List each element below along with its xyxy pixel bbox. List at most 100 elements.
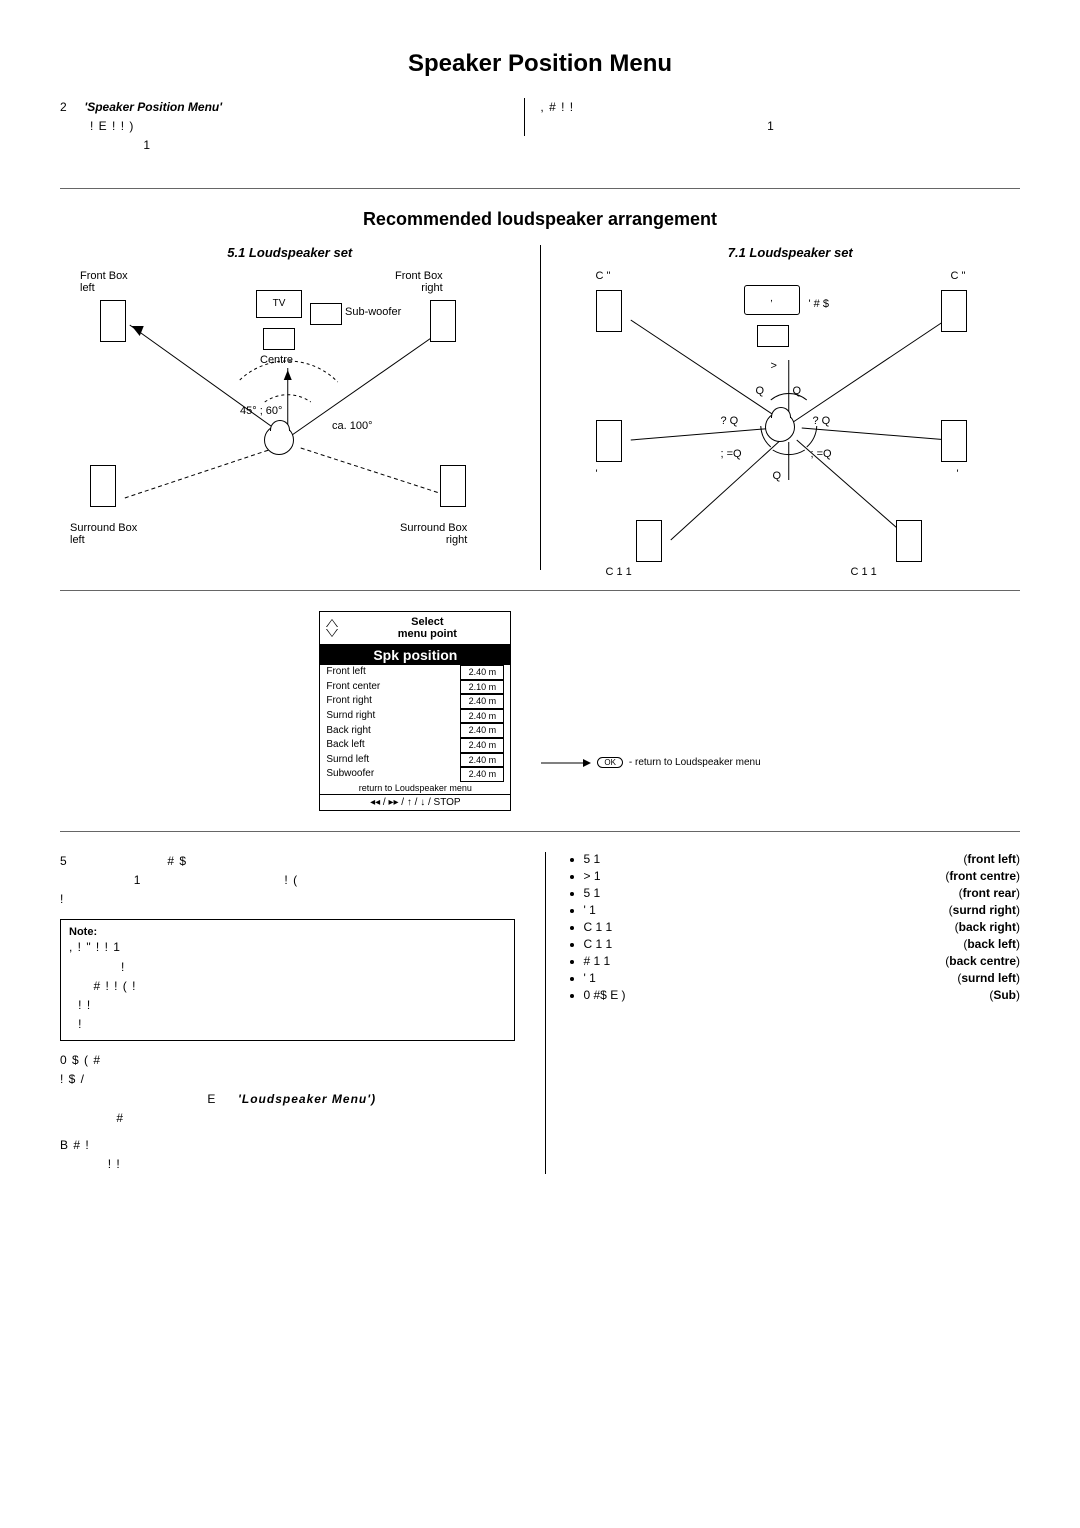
list-item-pre: 5 1 (584, 852, 601, 866)
label-71-cqr: C " (951, 270, 966, 282)
menu-row-label: Surnd right (326, 709, 375, 723)
label-71-c11l: C 1 1 (606, 566, 632, 578)
intro-right-l2: 1 (767, 119, 775, 133)
divider-1 (60, 188, 1020, 189)
bl-l1: 5 # $ (60, 852, 515, 871)
menu-rows: Front left2.40 mFront center2.10 mFront … (320, 665, 510, 782)
menu-row-label: Subwoofer (326, 767, 374, 781)
spk-front-right (430, 300, 456, 342)
listener-head-icon (264, 425, 294, 455)
menu-row-label: Surnd left (326, 753, 369, 767)
list-item: 0 #$ E )(Sub) (584, 988, 1021, 1002)
menu-row-value: 2.40 m (460, 738, 504, 753)
list-item: > 1(front centre) (584, 869, 1021, 883)
list-item-tag: (surnd left) (957, 971, 1020, 985)
menu-area: Select menu point Spk position Front lef… (60, 611, 1020, 811)
label-fr: Front Box right (395, 270, 443, 294)
intro-left: 2 'Speaker Position Menu' ! E ! ! ) 1 (60, 98, 521, 156)
spk71-sr (941, 420, 967, 462)
menu-row: Front right 2.40 m (320, 694, 510, 709)
intro-left-num: 2 (60, 100, 68, 114)
label-71-c11r: C 1 1 (851, 566, 877, 578)
menu-row: Back right 2.40 m (320, 723, 510, 738)
subhead-71: 7.1 Loudspeaker set (561, 245, 1021, 260)
spk71-bl (636, 520, 662, 562)
bl-p3-l2-t: ! ! (108, 1157, 121, 1171)
menu-row-value: 2.40 m (460, 767, 504, 782)
bl-l2-a: 1 (134, 873, 142, 887)
label-71-q1: Q (756, 385, 765, 397)
subhead-51: 5.1 Loudspeaker set (60, 245, 520, 260)
bl-p3-l2: ! ! (60, 1155, 515, 1174)
menu-row-label: Front center (326, 680, 380, 694)
menu-row-value: 2.10 m (460, 680, 504, 695)
diagram-51: Front Box left Front Box right TV Sub-wo… (60, 270, 520, 570)
section2-title: Recommended loudspeaker arrangement (60, 209, 1020, 230)
tv-box: TV (256, 290, 302, 318)
list-item: C 1 1 (back right) (584, 920, 1021, 934)
label-71-qq2: ? Q (813, 415, 831, 427)
menu-footer: ◂◂ / ▸▸ / ↑ / ↓ / STOP (320, 794, 510, 810)
note-l4: ! ! (78, 998, 91, 1012)
spk71-sl (596, 420, 622, 462)
list-item-tag: (back right) (955, 920, 1020, 934)
list-item-pre: > 1 (584, 869, 601, 883)
menu-row-value: 2.40 m (460, 709, 504, 724)
menu-row-label: Back left (326, 738, 364, 752)
menu-row: Back left 2.40 m (320, 738, 510, 753)
spk71-fr (941, 290, 967, 332)
intro-right-l1: , # ! ! (540, 100, 574, 114)
tv71: , (744, 285, 800, 315)
ok-badge: OK (597, 757, 623, 768)
bottom-left: 5 # $ 1 ! ( ! Note: , ! " ! ! (60, 852, 525, 1175)
bl-l2-b: ! ( (284, 873, 298, 887)
menu-row: Front left2.40 m (320, 665, 510, 680)
bl-l1-b: # $ (167, 854, 187, 868)
label-71-gt: > (771, 360, 777, 372)
list-item: C 1 1 (back left) (584, 937, 1021, 951)
spk71-br (896, 520, 922, 562)
diagram-71: C " C " , ' # $ > Q Q ? Q ? Q ; =Q ; =Q … (561, 270, 1021, 570)
label-fl: Front Box left (80, 270, 128, 294)
centre-box (263, 328, 295, 350)
bl-p2-l1: 0 $ ( # (60, 1051, 515, 1070)
list-item-pre: ' 1 (584, 903, 596, 917)
list-item-tag: (back left) (963, 937, 1020, 951)
menu-row-label: Front right (326, 694, 372, 708)
bottom-right: 5 1(front left)> 1(front centre)5 1(fron… (545, 852, 1021, 1175)
label-sl: Surround Box left (70, 522, 137, 546)
divider-3 (60, 831, 1020, 832)
spk-front-left (100, 300, 126, 342)
intro-left-l3: 1 (143, 138, 151, 152)
menu-row-value: 2.40 m (460, 753, 504, 768)
label-71-se2: ; =Q (811, 448, 832, 460)
label-ang-inner: 45° ; 60° (240, 405, 282, 417)
bl-l1-a: 5 (60, 854, 68, 868)
label-71-q2: Q (793, 385, 802, 397)
menu-row-value: 2.40 m (460, 694, 504, 709)
ok-text: - return to Loudspeaker menu (629, 757, 761, 768)
list-item-pre: 5 1 (584, 886, 601, 900)
intro-right: , # ! ! 1 (524, 98, 1001, 136)
listener-head-71-icon (765, 412, 795, 442)
intro-block: 2 'Speaker Position Menu' ! E ! ! ) 1 , … (60, 98, 1020, 168)
label-71-se1: ; =Q (721, 448, 742, 460)
centre71 (757, 325, 789, 347)
arrow-right-icon (541, 758, 591, 768)
list-item-pre: C 1 1 (584, 920, 613, 934)
menu-row-value: 2.40 m (460, 723, 504, 738)
col-71: 7.1 Loudspeaker set C " C " , (561, 245, 1021, 570)
list-item: # 1 1(back centre) (584, 954, 1021, 968)
list-item-tag: (Sub) (989, 988, 1020, 1002)
divider-2 (60, 590, 1020, 591)
note-title: Note: (69, 926, 97, 938)
bl-p2-l4: # (60, 1109, 515, 1128)
list-item-tag: (surnd right) (949, 903, 1020, 917)
menu-row: Surnd right 2.40 m (320, 709, 510, 724)
list-item-pre: C 1 1 (584, 937, 613, 951)
bl-l2: 1 ! ( (60, 871, 515, 890)
menu-header: Select menu point (320, 612, 510, 645)
list-item: 5 1(front left) (584, 852, 1021, 866)
menu-row-label: Back right (326, 724, 370, 738)
menu-row: Subwoofer 2.40 m (320, 767, 510, 782)
